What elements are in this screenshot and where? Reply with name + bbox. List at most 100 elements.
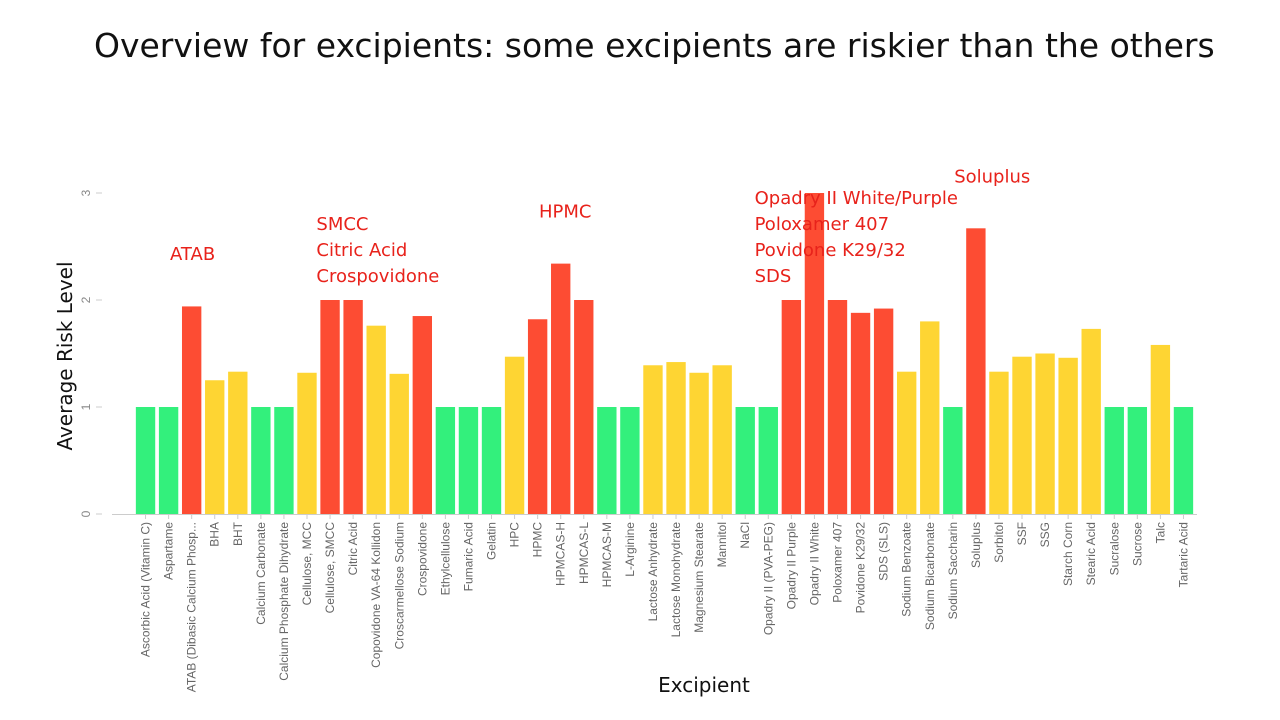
bar	[1058, 357, 1078, 514]
bar	[597, 407, 617, 514]
x-tick-label: Starch Corn	[1061, 522, 1075, 586]
bar	[389, 373, 409, 514]
bars	[135, 193, 1194, 514]
x-tick-label: Mannitol	[715, 522, 729, 567]
x-tick-label: Talc	[1153, 522, 1167, 543]
y-tick-label: 0	[79, 510, 93, 517]
bar	[620, 407, 640, 514]
x-tick-label: Gelatin	[485, 522, 499, 560]
x-tick-label: Ascorbic Acid (Vitamin C)	[139, 522, 153, 657]
x-tick-label: HPMCAS-L	[577, 522, 591, 584]
x-tick-label: HPMCAS-H	[554, 522, 568, 586]
bar	[850, 312, 871, 514]
bar	[435, 407, 456, 514]
bar	[574, 300, 594, 514]
bar	[827, 300, 848, 514]
x-tick-label: Stearic Acid	[1084, 522, 1098, 585]
bar	[1150, 344, 1171, 514]
x-tick-label: Croscarmellose Sodium	[392, 522, 406, 649]
annotation-label: Crospovidone	[316, 266, 439, 287]
annotation-label: ATAB	[170, 244, 215, 265]
bar	[712, 365, 732, 514]
x-tick-label: HPMCAS-M	[600, 522, 614, 587]
annotation-label: Soluplus	[954, 166, 1030, 187]
y-tick-label: 3	[79, 189, 93, 196]
bar	[551, 263, 571, 514]
bar	[458, 407, 479, 514]
bar	[689, 372, 709, 514]
bar	[297, 372, 317, 514]
x-tick-label: Sucrose	[1130, 522, 1144, 566]
x-tick-label: Crospovidone	[415, 522, 429, 596]
x-tick-label: Aspartame	[162, 522, 176, 580]
x-tick-label: L-Arginine	[623, 522, 637, 577]
x-tick-label: BHA	[208, 522, 222, 547]
annotation-label: Opadry II White/Purple	[755, 188, 958, 209]
bar	[158, 407, 179, 514]
x-tick-label: Soluplus	[969, 522, 983, 568]
x-tick-label: SDS (SLS)	[877, 522, 891, 581]
x-tick-label: Opadry II White	[807, 522, 821, 606]
x-tick-label: Cellulose, MCC	[300, 522, 314, 606]
bar	[989, 371, 1009, 514]
x-tick-label: Sodium Benzoate	[900, 522, 914, 617]
x-tick-label: Cellulose, SMCC	[323, 522, 337, 614]
bar	[504, 356, 525, 514]
x-tick-label: SSG	[1038, 522, 1052, 547]
x-tick-label: Poloxamer 407	[830, 522, 844, 603]
x-tick-label: NaCl	[738, 522, 752, 549]
x-tick-label: BHT	[231, 521, 245, 546]
x-tick-label: Opadry II Purple	[784, 522, 798, 610]
bar	[643, 365, 663, 514]
x-tick-label: Sorbitol	[992, 522, 1006, 563]
bar	[1081, 328, 1101, 514]
x-tick-label: Sodium Saccharin	[946, 522, 960, 619]
bar	[1173, 407, 1194, 514]
bar	[228, 371, 248, 514]
bar	[135, 407, 156, 514]
annotation-label: Citric Acid	[316, 240, 407, 261]
bar	[412, 316, 432, 514]
bar	[1035, 353, 1055, 514]
x-tick-label: Sucralose	[1107, 522, 1121, 576]
x-tick-label: Lactose Monohydrate	[669, 522, 683, 638]
annotation-label: SDS	[755, 266, 792, 287]
bar	[343, 300, 363, 514]
y-axis: 0 1 2 3	[79, 189, 102, 517]
bar	[1127, 407, 1148, 514]
bar	[804, 193, 825, 514]
bar	[781, 300, 802, 514]
bar	[943, 407, 963, 514]
x-tick-label: Povidone K29/32	[854, 522, 868, 614]
annotations: ATAB SMCC Citric Acid Crospovidone HPMC Opadr…	[170, 166, 1030, 287]
bar	[366, 325, 386, 514]
x-tick-label: Citric Acid	[346, 522, 360, 575]
x-tick-label: Lactose Anhydrate	[646, 522, 660, 622]
bar	[873, 308, 894, 514]
bar	[481, 407, 502, 514]
y-axis-title: Average Risk Level	[53, 261, 77, 450]
x-tick-label: Copovidone VA-64 Kollidon	[369, 522, 383, 668]
bar	[1104, 407, 1124, 514]
x-tick-label: Fumaric Acid	[461, 522, 475, 591]
bar	[758, 407, 778, 514]
x-axis: Ascorbic Acid (Vitamin C) Aspartame ATAB (…	[139, 514, 1190, 692]
bar	[666, 362, 686, 514]
bar	[274, 407, 294, 514]
annotation-label: Povidone K29/32	[755, 240, 906, 261]
x-tick-label: Ethylcellulose	[438, 522, 452, 596]
x-tick-label: ATAB (Dibasic Calcium Phosp...	[185, 522, 199, 692]
bar	[205, 380, 225, 514]
y-tick-label: 2	[79, 296, 93, 303]
x-tick-label: HPC	[508, 522, 522, 548]
annotation-label: Poloxamer 407	[755, 214, 889, 235]
bar	[920, 321, 940, 514]
x-tick-label: Magnesium Stearate	[692, 522, 706, 633]
x-tick-label: HPMC	[531, 522, 545, 558]
x-tick-label: Calcium Phosphate Dihydrate	[277, 522, 291, 681]
bar	[251, 407, 271, 514]
y-tick-label: 1	[79, 403, 93, 410]
bar	[735, 407, 755, 514]
bar	[966, 228, 986, 514]
x-tick-label: Sodium Bicarbonate	[923, 522, 937, 630]
